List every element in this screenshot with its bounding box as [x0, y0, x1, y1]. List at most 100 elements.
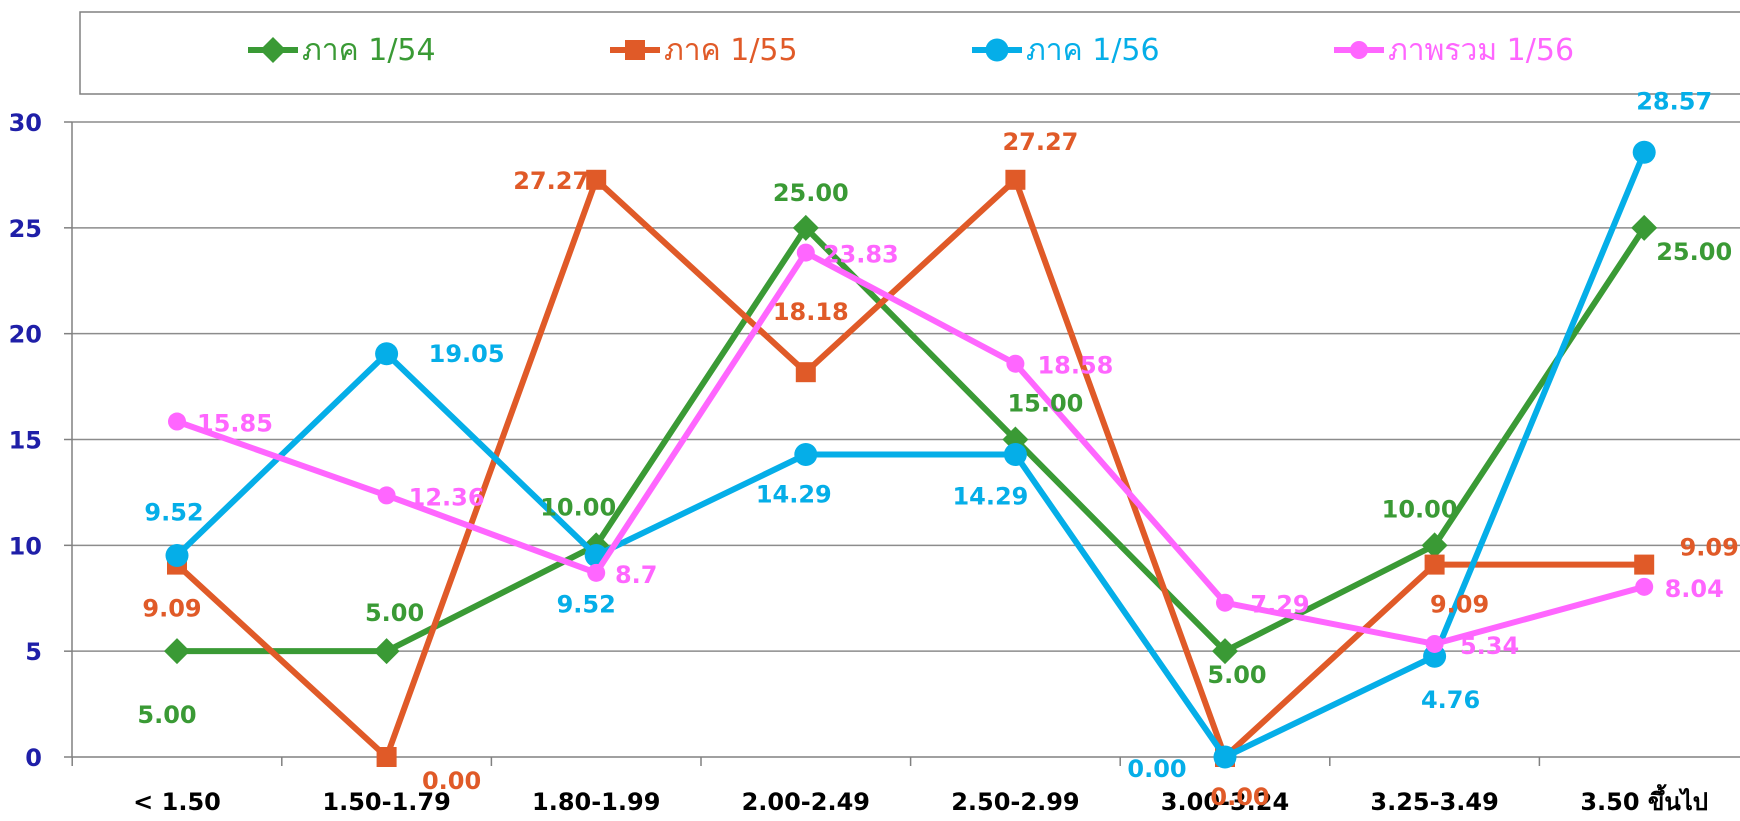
legend-marker: [260, 37, 286, 63]
x-tick-label: 3.50 ขึ้นไป: [1580, 783, 1708, 816]
data-label: 8.04: [1665, 575, 1724, 603]
data-label: 9.52: [557, 590, 616, 618]
data-label: 15.85: [197, 410, 273, 438]
legend: ภาค 1/54 ภาค 1/55 ภาค 1/56 ภาพรวม 1/56: [79, 11, 1740, 95]
axes: 0 5 10 15 20 25 30 < 1.50 1.50-1.79 1.80-1.99 2.00…: [9, 109, 1740, 816]
data-point: [795, 362, 816, 383]
legend-label: ภาค 1/56: [1026, 33, 1160, 68]
x-tick-label: 1.50-1.79: [322, 788, 450, 816]
data-label: 0.00: [422, 767, 481, 795]
data-point: [168, 412, 186, 431]
data-point: [1213, 745, 1237, 769]
data-point: [1005, 169, 1026, 190]
series-line: [174, 174, 1645, 763]
data-point: [1631, 214, 1658, 241]
data-point: [792, 214, 819, 241]
data-label: 18.58: [1037, 352, 1113, 380]
data-point: [1634, 554, 1655, 575]
data-point: [376, 747, 397, 767]
data-labels: 5.00 5.00 10.00 25.00 15.00 5.00 10.00 25.00 9.0…: [137, 87, 1738, 811]
data-point: [377, 486, 396, 505]
legend-label: ภาค 1/54: [302, 33, 436, 68]
data-label: 15.00: [1007, 390, 1083, 418]
data-point: [1006, 354, 1025, 373]
series-line: [177, 223, 1647, 655]
legend-label: ภาค 1/55: [664, 33, 798, 68]
data-label: 5.00: [137, 701, 196, 729]
y-tick-label: 30: [9, 109, 42, 137]
y-tick-label: 0: [25, 744, 42, 772]
data-point: [587, 563, 606, 582]
legend-marker: [1350, 41, 1368, 59]
data-label: 12.36: [409, 483, 485, 511]
legend-label: ภาพรวม 1/56: [1388, 33, 1574, 68]
y-tick-label: 5: [25, 638, 42, 666]
data-label: 27.27: [1002, 128, 1078, 156]
data-label: 9.52: [144, 498, 203, 526]
series: [168, 243, 1654, 653]
legend-item: ภาพรวม 1/56: [1334, 33, 1574, 68]
data-label: 14.29: [756, 481, 832, 509]
data-point: [165, 543, 189, 567]
series: [167, 169, 1655, 767]
data-label: 7.29: [1250, 591, 1309, 619]
data-label: 18.18: [773, 298, 849, 326]
data-label: 0.00: [1127, 755, 1186, 783]
data-label: 27.27: [513, 167, 589, 195]
x-tick-label: 2.50-2.99: [951, 788, 1079, 816]
data-label: 0.00: [1210, 783, 1269, 811]
data-point: [1216, 593, 1234, 612]
data-point: [1421, 532, 1448, 559]
data-point: [1003, 443, 1027, 467]
data-point: [796, 243, 815, 262]
data-point: [1635, 577, 1654, 596]
legend-item: ภาค 1/54: [248, 33, 436, 68]
y-tick-label: 10: [9, 532, 42, 560]
data-point: [375, 342, 399, 366]
data-label: 25.00: [1656, 238, 1732, 266]
legend-item: ภาค 1/55: [610, 33, 798, 68]
data-point: [373, 638, 400, 665]
x-tick-label: 3.25-3.49: [1370, 788, 1498, 816]
x-tick-label: 1.80-1.99: [532, 788, 660, 816]
data-label: 14.29: [952, 483, 1028, 511]
data-label: 10.00: [540, 493, 616, 521]
data-point: [794, 443, 818, 467]
x-tick-label: 3.00-3.24: [1161, 788, 1289, 816]
legend-item: ภาค 1/56: [972, 33, 1160, 68]
data-point: [1632, 140, 1656, 164]
data-label: 10.00: [1382, 495, 1458, 523]
y-tick-label: 20: [9, 321, 42, 349]
grid-lines: [72, 121, 1740, 652]
data-label: 19.05: [429, 340, 505, 368]
legend-marker: [625, 40, 645, 60]
data-point: [1424, 554, 1445, 575]
x-tick-label: < 1.50: [133, 788, 221, 816]
series-line: [174, 151, 1647, 761]
y-tick-label: 15: [9, 427, 42, 455]
legend-box: [79, 11, 1740, 95]
data-label: 9.09: [1680, 534, 1739, 562]
data-point: [586, 169, 607, 190]
series-line: [176, 248, 1645, 648]
data-label: 4.76: [1421, 686, 1480, 714]
x-tick-label: 2.00-2.49: [742, 788, 870, 816]
data-label: 9.09: [1430, 591, 1489, 619]
data-label: 5.00: [1207, 661, 1266, 689]
data-label: 23.83: [823, 241, 899, 269]
series-group: [164, 140, 1658, 769]
data-label: 28.57: [1636, 87, 1712, 115]
data-label: 5.00: [365, 599, 424, 627]
legend-marker: [985, 38, 1009, 62]
data-point: [1425, 634, 1444, 653]
data-label: 8.7: [615, 561, 658, 589]
data-point: [1212, 638, 1238, 665]
data-point: [164, 638, 190, 665]
series: [165, 140, 1656, 769]
data-label: 9.09: [142, 595, 201, 623]
data-label: 25.00: [773, 179, 849, 207]
data-label: 5.34: [1460, 632, 1519, 660]
y-tick-label: 25: [9, 215, 42, 243]
